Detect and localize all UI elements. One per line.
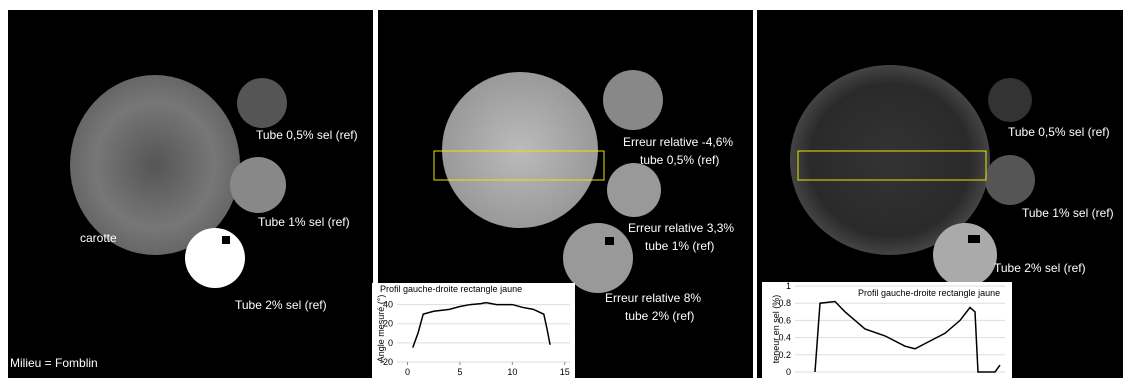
- label: tube 2% (ref): [625, 309, 694, 323]
- tube: [985, 155, 1035, 205]
- tube-mark: [605, 237, 614, 245]
- tube: [237, 78, 287, 128]
- y-axis-label: teneur en sel (%): [771, 295, 781, 364]
- tube: [230, 157, 286, 213]
- x-tick-label: 5: [457, 367, 462, 377]
- y-tick-label: -20: [380, 357, 393, 367]
- label: Tube 0,5% sel (ref): [256, 128, 358, 142]
- sample: [442, 72, 598, 228]
- sample: [790, 65, 990, 255]
- profile-line: [814, 300, 1001, 373]
- sample: [70, 75, 240, 255]
- roi-rect: [797, 150, 987, 181]
- y-axis-label: Angle mesuré (°): [376, 295, 386, 363]
- inset-bg: [372, 283, 575, 378]
- x-tick-label: 10: [507, 367, 517, 377]
- y-tick-label: 0: [786, 367, 791, 377]
- inset-chart: Profil gauche-droite rectangle jauneAngl…: [372, 283, 575, 378]
- label: carotte: [80, 231, 117, 245]
- tube: [933, 223, 997, 287]
- label: Tube 0,5% sel (ref): [1008, 125, 1110, 139]
- label: Erreur relative 3,3%: [628, 221, 734, 235]
- label: Tube 1% sel (ref): [1022, 206, 1114, 220]
- x-tick-label: 0: [405, 367, 410, 377]
- inset-title: Profil gauche-droite rectangle jaune: [380, 284, 522, 294]
- y-tick-label: 0.4: [778, 333, 791, 343]
- label: Tube 2% sel (ref): [235, 298, 327, 312]
- x-tick-label: 15: [560, 367, 570, 377]
- inset-title: Profil gauche-droite rectangle jaune: [858, 288, 1000, 298]
- label: Tube 1% sel (ref): [258, 215, 350, 229]
- y-tick-label: 0.6: [778, 315, 791, 325]
- y-tick-label: 0.2: [778, 350, 791, 360]
- tube-mark: [968, 235, 980, 243]
- inset-chart: Profil gauche-droite rectangle jaune tene…: [762, 281, 1012, 378]
- label: tube 0,5% (ref): [640, 153, 719, 167]
- label: Erreur relative -4,6%: [623, 135, 733, 149]
- profile-line: [412, 301, 551, 348]
- roi-rect: [433, 150, 605, 181]
- label: Milieu = Fomblin: [10, 356, 98, 370]
- label: tube 1% (ref): [645, 239, 714, 253]
- tube: [603, 70, 663, 130]
- y-tick-label: 0: [388, 338, 393, 348]
- y-tick-label: 0.8: [778, 298, 791, 308]
- label: Tube 2% sel (ref): [994, 261, 1086, 275]
- inset-bg: [762, 282, 1012, 378]
- tube: [988, 78, 1032, 122]
- y-tick-label: 1: [786, 281, 791, 291]
- tube-mark: [222, 236, 230, 244]
- y-tick-label: 20: [383, 319, 393, 329]
- tube: [607, 163, 661, 217]
- tube: [185, 228, 245, 288]
- y-tick-label: 40: [383, 300, 393, 310]
- label: Erreur relative 8%: [605, 291, 701, 305]
- tube: [563, 223, 633, 293]
